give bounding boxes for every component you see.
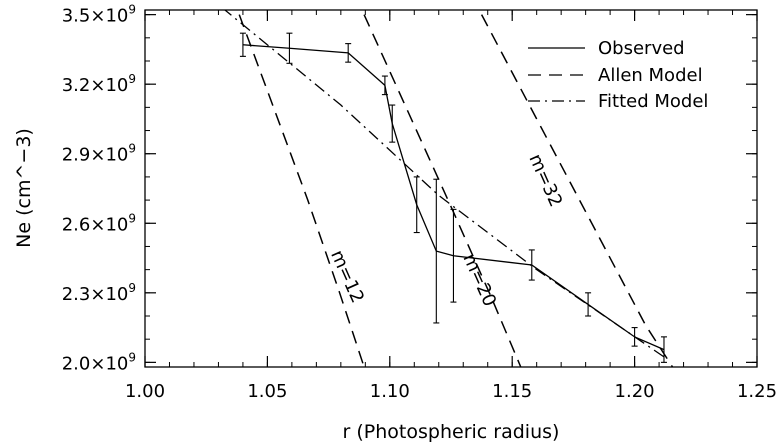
allen-model-curve-m=12 bbox=[238, 14, 365, 367]
legend-label: Observed bbox=[598, 38, 685, 59]
legend-label: Fitted Model bbox=[598, 91, 708, 112]
y-tick-label: 2.9×109 bbox=[62, 142, 136, 166]
x-axis-label: r (Photospheric radius) bbox=[343, 421, 560, 443]
legend-label: Allen Model bbox=[598, 65, 703, 86]
y-tick-label: 2.0×109 bbox=[62, 350, 136, 374]
y-tick-label: 3.2×109 bbox=[62, 72, 136, 96]
y-tick-label: 3.5×109 bbox=[62, 3, 136, 27]
y-tick-label: 2.3×109 bbox=[62, 281, 136, 305]
plot-area: m=12 m=20 m=32 bbox=[223, 10, 674, 367]
curve-annotation: m=20 bbox=[458, 251, 500, 310]
curve-annotation: m=12 bbox=[326, 247, 368, 306]
x-tick-label: 1.20 bbox=[615, 381, 655, 402]
plot-frame bbox=[144, 9, 758, 368]
y-tick-label: 2.6×109 bbox=[62, 211, 136, 235]
y-axis-label: Ne (cm^−3) bbox=[13, 128, 35, 248]
fitted-model-line bbox=[223, 10, 666, 359]
axes: 1.00 1.05 1.10 1.15 1.20 1.25 2.0×109 2.3×109 2.… bbox=[62, 3, 777, 402]
allen-model-curve-m=32 bbox=[480, 14, 674, 367]
x-tick-label: 1.25 bbox=[737, 381, 777, 402]
x-tick-label: 1.05 bbox=[247, 381, 287, 402]
x-tick-label: 1.15 bbox=[492, 381, 532, 402]
legend: Observed Allen Model Fitted Model bbox=[528, 38, 708, 112]
allen-model-curve-m=20 bbox=[363, 14, 522, 367]
x-tick-label: 1.00 bbox=[125, 381, 165, 402]
curve-annotation: m=32 bbox=[524, 151, 566, 210]
x-tick-label: 1.10 bbox=[370, 381, 410, 402]
